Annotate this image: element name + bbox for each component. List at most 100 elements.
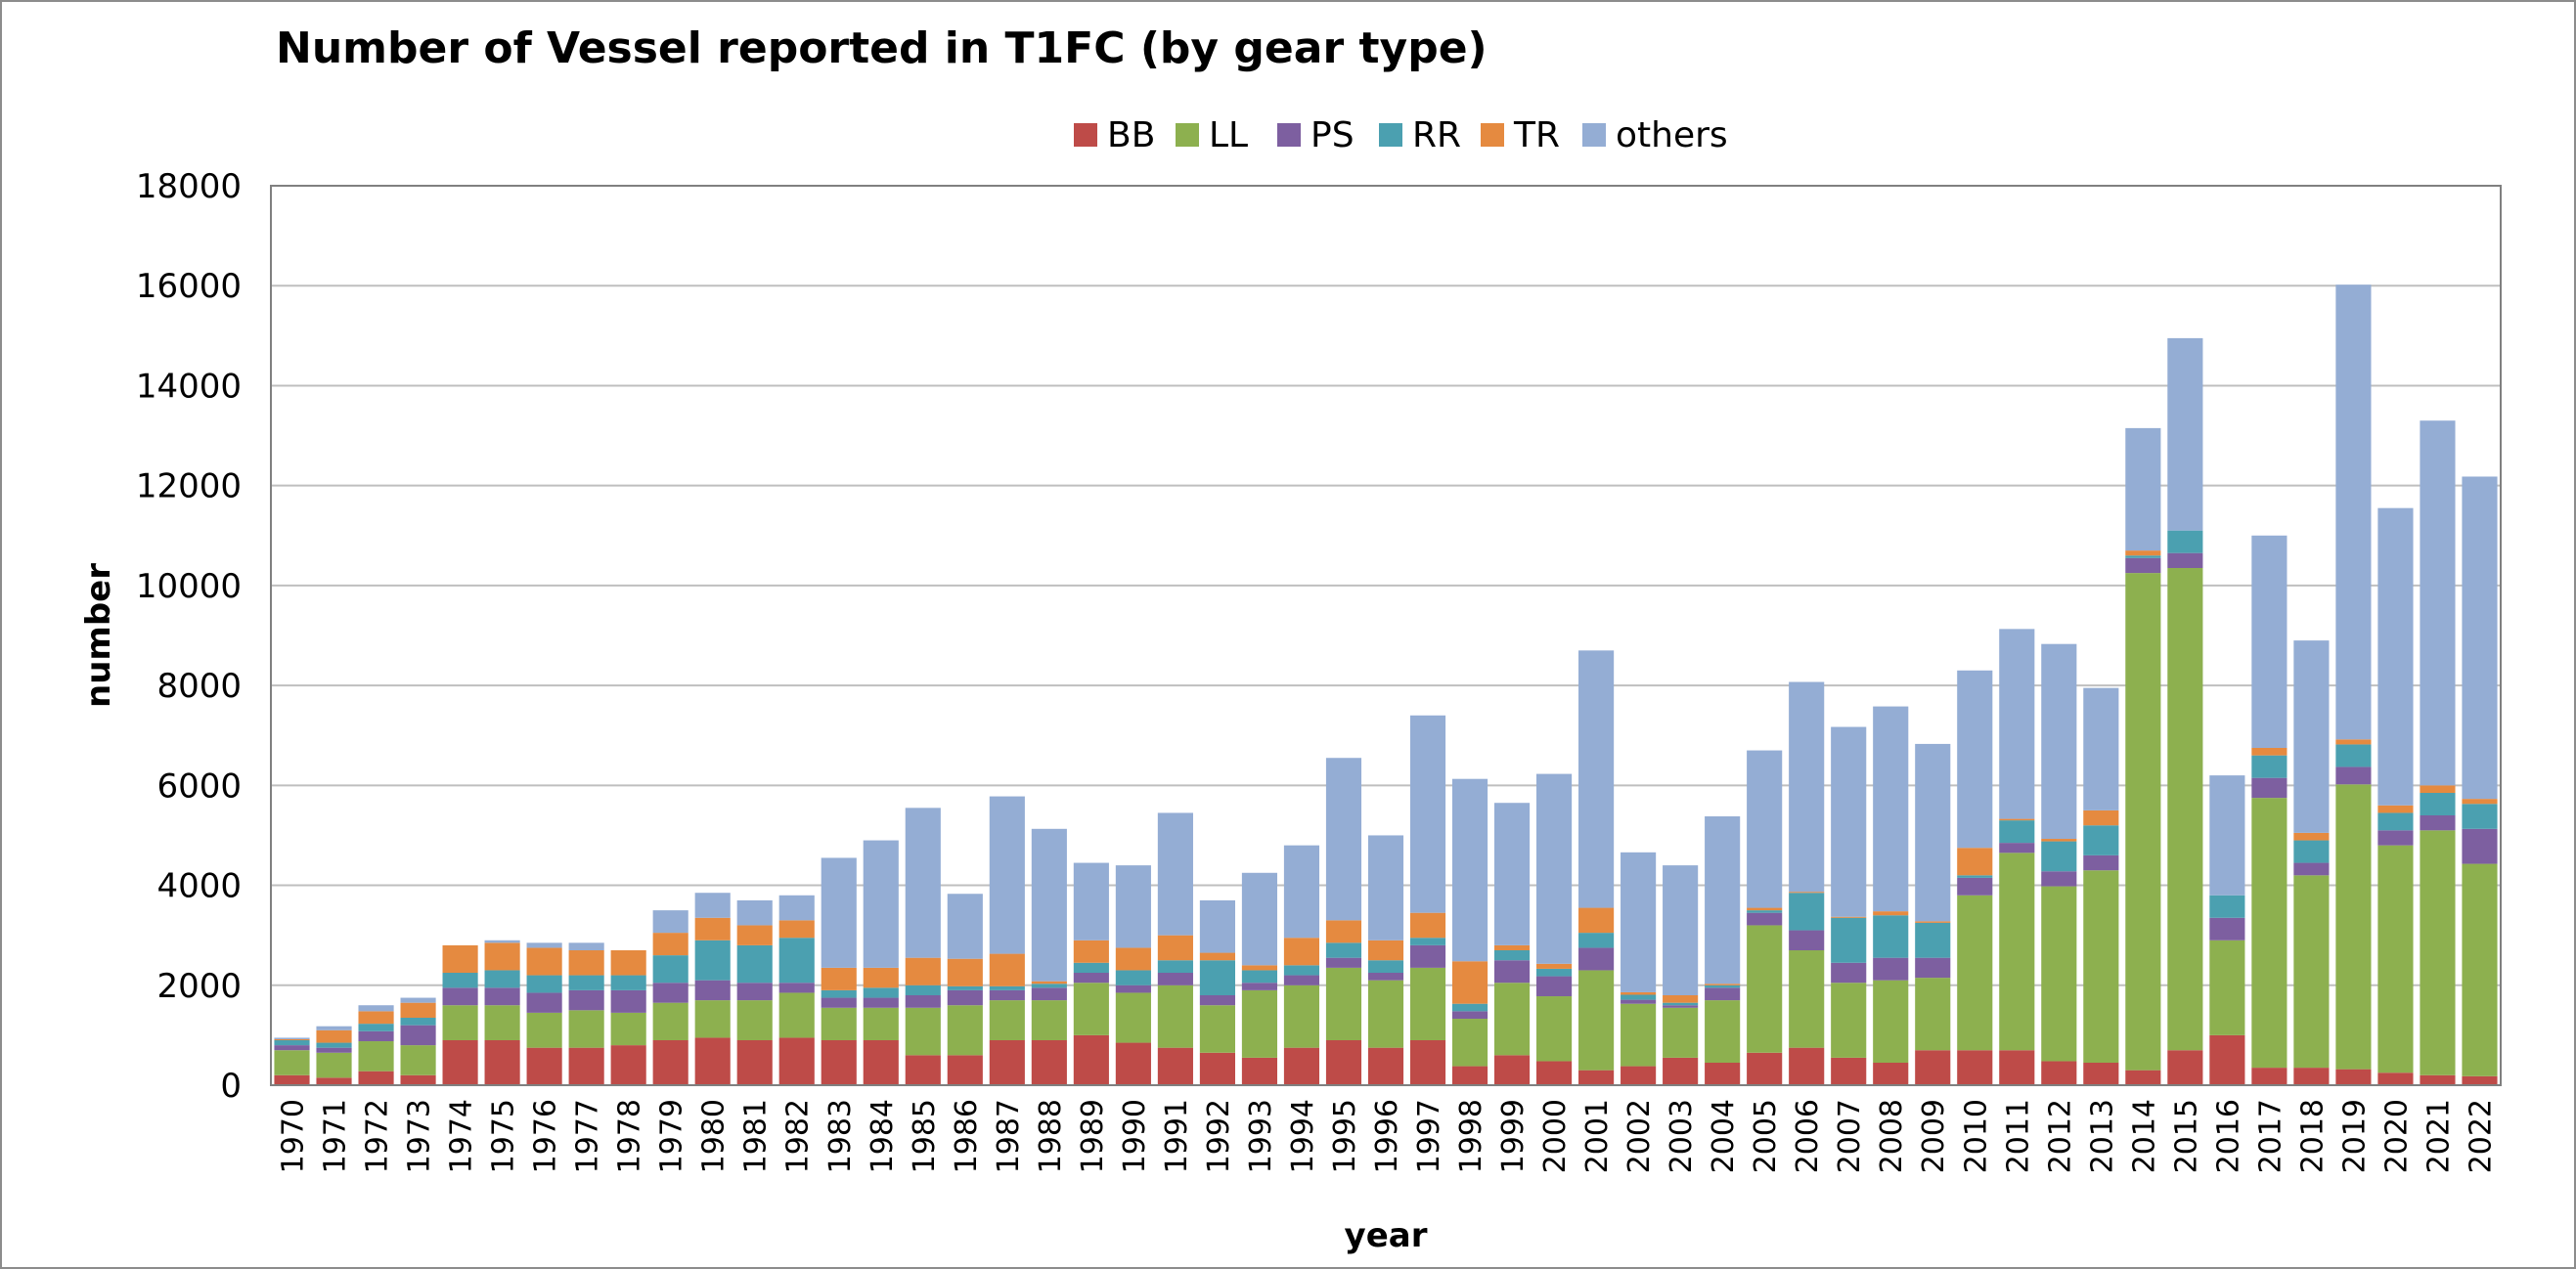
bar-segment-rr (2209, 895, 2245, 918)
bar-segment-ps (442, 987, 478, 1006)
bar-segment-tr (1957, 848, 1993, 876)
bar-segment-others (1367, 835, 1404, 941)
bar-segment-ll (2041, 886, 2077, 1062)
bar-segment-ll (1451, 1019, 1488, 1067)
bar-segment-others (652, 910, 688, 934)
bar-segment-tr (652, 933, 688, 956)
bar-segment-others (1873, 706, 1909, 912)
bar-segment-ps (1578, 947, 1615, 971)
bar-segment-rr (316, 1042, 352, 1048)
bar-segment-others (1999, 629, 2035, 819)
bar-segment-ps (400, 1025, 436, 1046)
bar-segment-ll (1536, 996, 1573, 1062)
bar-segment-tr (2335, 739, 2372, 745)
x-tick-label: 1986 (950, 1099, 984, 1173)
bar-segment-bb (2293, 1068, 2330, 1085)
bar-segment-rr (947, 985, 983, 990)
bar-segment-bb (358, 1071, 394, 1085)
x-tick-label: 1970 (277, 1099, 311, 1173)
bar-segment-bb (989, 1040, 1025, 1085)
x-tick-label: 2010 (1959, 1099, 1993, 1173)
bar-segment-ps (1241, 983, 1278, 990)
bar-segment-ps (1747, 912, 1783, 926)
bar-segment-ll (1957, 895, 1993, 1051)
bar-segment-ps (526, 992, 562, 1013)
bar-segment-rr (2420, 793, 2456, 815)
bar-segment-others (1325, 758, 1362, 921)
bar-segment-others (694, 893, 731, 918)
x-tick-label: 1982 (781, 1099, 816, 1173)
bar-segment-tr (610, 950, 646, 976)
bar-segment-ll (1789, 950, 1825, 1048)
bar-segment-ps (1199, 995, 1235, 1006)
x-tick-label: 2017 (2253, 1099, 2287, 1173)
bar-segment-rr (2293, 840, 2330, 863)
x-tick-label: 1983 (823, 1099, 858, 1173)
bar-segment-others (2125, 427, 2161, 551)
bar-segment-tr (821, 967, 857, 990)
bar-segment-others (1621, 852, 1657, 992)
bar-segment-rr (1199, 960, 1235, 995)
legend-label-bb: BB (1107, 115, 1155, 155)
bar-segment-bb (1536, 1061, 1573, 1085)
bar-segment-tr (400, 1002, 436, 1018)
bar-segment-others (2335, 284, 2372, 740)
bar-segment-tr (1115, 947, 1151, 971)
bar-segment-ps (1873, 957, 1909, 981)
bar-segment-ll (358, 1041, 394, 1072)
x-tick-label: 2013 (2085, 1099, 2119, 1173)
x-tick-label: 1978 (613, 1099, 647, 1173)
bar-segment-tr (1789, 892, 1825, 894)
bar-segment-bb (2041, 1061, 2077, 1085)
bar-segment-bb (1283, 1047, 1320, 1085)
bar-segment-rr (1957, 875, 1993, 878)
x-tick-label: 1995 (1328, 1099, 1362, 1173)
bar-segment-others (1031, 828, 1067, 982)
bar-segment-bb (1199, 1052, 1235, 1085)
bar-segment-rr (400, 1018, 436, 1026)
x-tick-label: 1977 (571, 1099, 605, 1173)
x-tick-label: 2012 (2043, 1099, 2077, 1173)
bar-segment-tr (1999, 818, 2035, 821)
bar-segment-tr (989, 953, 1025, 986)
y-tick-label: 14000 (136, 367, 242, 406)
bar-segment-others (1663, 865, 1699, 995)
bar-segment-rr (274, 1040, 310, 1046)
bar-segment-bb (1325, 1040, 1362, 1085)
x-axis-label: year (1345, 1216, 1428, 1255)
bar-segment-others (2209, 775, 2245, 896)
bar-segment-ll (1241, 989, 1278, 1058)
bar-segment-ll (526, 1012, 562, 1048)
bar-segment-ll (610, 1012, 646, 1046)
bar-segment-ps (778, 983, 815, 993)
bar-segment-rr (1367, 960, 1404, 973)
bar-segment-rr (2041, 841, 2077, 872)
bar-segment-tr (2041, 839, 2077, 842)
x-tick-label: 1993 (1244, 1099, 1278, 1173)
bar-segment-tr (2420, 785, 2456, 793)
x-tick-label: 2011 (2001, 1099, 2035, 1173)
bar-segment-bb (2125, 1070, 2161, 1085)
bar-segment-bb (2420, 1074, 2456, 1085)
x-tick-label: 2019 (2337, 1099, 2372, 1173)
bar-segment-rr (1536, 968, 1573, 977)
bar-segment-ps (2462, 828, 2498, 864)
bar-segment-ll (1999, 853, 2035, 1051)
bar-segment-others (2377, 507, 2414, 806)
bar-segment-rr (1325, 942, 1362, 958)
bar-segment-rr (2083, 825, 2119, 855)
bar-segment-rr (694, 940, 731, 981)
bar-segment-ps (863, 997, 899, 1008)
bar-segment-rr (526, 975, 562, 993)
bar-segment-bb (2462, 1075, 2498, 1085)
bar-segment-ll (2125, 573, 2161, 1071)
x-tick-label: 2020 (2379, 1099, 2414, 1173)
bar-segment-others (905, 808, 941, 958)
bar-segment-bb (526, 1047, 562, 1085)
bar-segment-bb (2377, 1072, 2414, 1085)
bar-segment-tr (1831, 916, 1867, 918)
bar-segment-others (1831, 726, 1867, 917)
x-tick-label: 1976 (529, 1099, 563, 1173)
bar-segment-rr (484, 970, 520, 988)
